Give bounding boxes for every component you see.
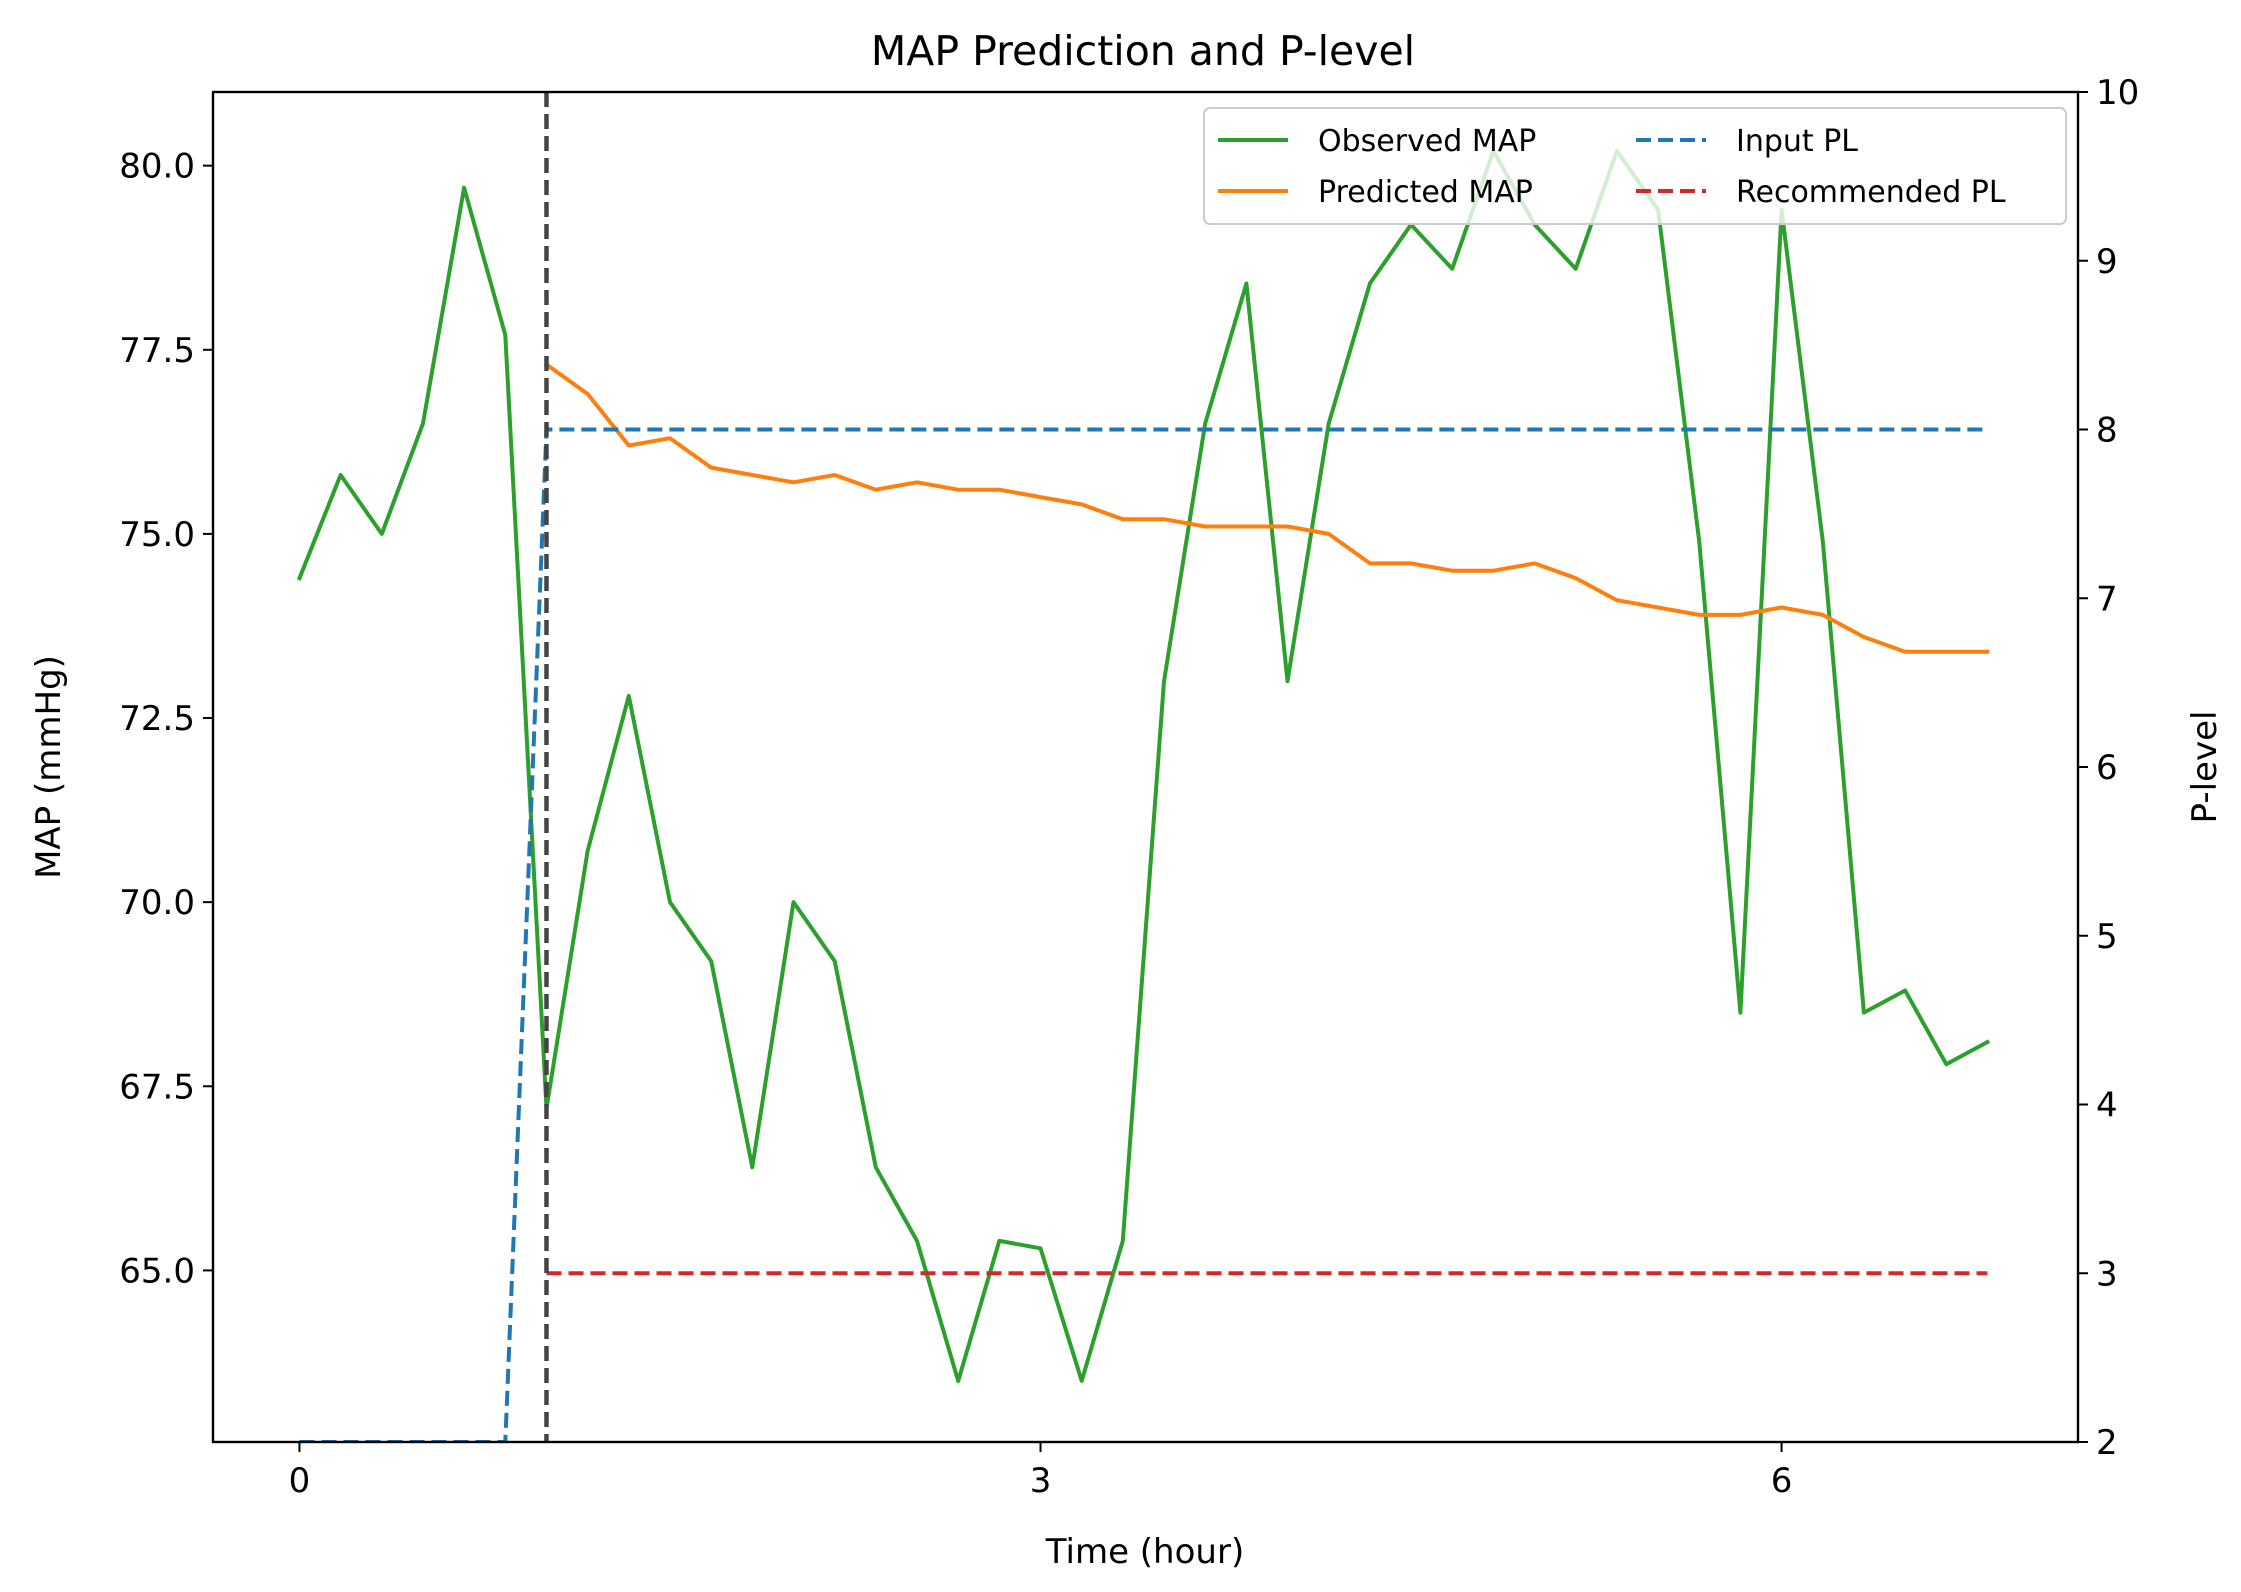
x-tick-label: 0 <box>289 1461 311 1501</box>
y2-tick-label: 9 <box>2096 242 2118 282</box>
plot-frame <box>211 90 2080 1444</box>
y-tick-label: 72.5 <box>119 699 195 739</box>
y2-tick-label: 4 <box>2096 1086 2118 1126</box>
y2-axis-label: P-level <box>2185 711 2225 824</box>
legend-label-predicted-map: Predicted MAP <box>1318 175 1533 210</box>
y-tick-label: 67.5 <box>119 1067 195 1107</box>
chart-title: MAP Prediction and P-level <box>871 27 1415 75</box>
legend-label-input-pl: Input PL <box>1736 124 1858 159</box>
y-tick-label: 77.5 <box>119 331 195 371</box>
x-axis-label: Time (hour) <box>1045 1532 1244 1572</box>
series-line-observed-map <box>296 148 1991 1383</box>
y2-tick-label: 3 <box>2096 1254 2118 1294</box>
y-tick-label: 80.0 <box>119 147 195 187</box>
left-axis: 65.0 67.5 70.0 72.5 75.0 77.5 80.0 <box>119 147 213 1291</box>
x-tick-label: 3 <box>1030 1461 1052 1501</box>
legend-label-observed-map: Observed MAP <box>1318 124 1536 159</box>
right-axis: 2 3 4 5 6 7 8 9 10 <box>2078 73 2139 1463</box>
plot-area <box>296 92 1991 1442</box>
legend-label-recommended-pl: Recommended PL <box>1736 175 2006 210</box>
y-tick-label: 70.0 <box>119 883 195 923</box>
legend-box <box>1203 107 2067 225</box>
legend: Observed MAP Predicted MAP Input PL Reco… <box>1203 107 2067 225</box>
y2-tick-label: 8 <box>2096 411 2118 451</box>
x-axis: 0 3 6 <box>289 1442 1793 1501</box>
y2-tick-label: 5 <box>2096 917 2118 957</box>
y2-tick-label: 7 <box>2096 579 2118 619</box>
x-tick-label: 6 <box>1771 1461 1793 1501</box>
series-line-predicted-map <box>543 361 1990 654</box>
y-axis-label: MAP (mmHg) <box>29 655 69 879</box>
y-tick-label: 75.0 <box>119 515 195 555</box>
y2-tick-label: 10 <box>2096 73 2139 113</box>
y2-tick-label: 2 <box>2096 1423 2118 1463</box>
y2-tick-label: 6 <box>2096 748 2118 788</box>
series-line-input-pl <box>299 427 1988 1442</box>
y-tick-label: 65.0 <box>119 1251 195 1291</box>
